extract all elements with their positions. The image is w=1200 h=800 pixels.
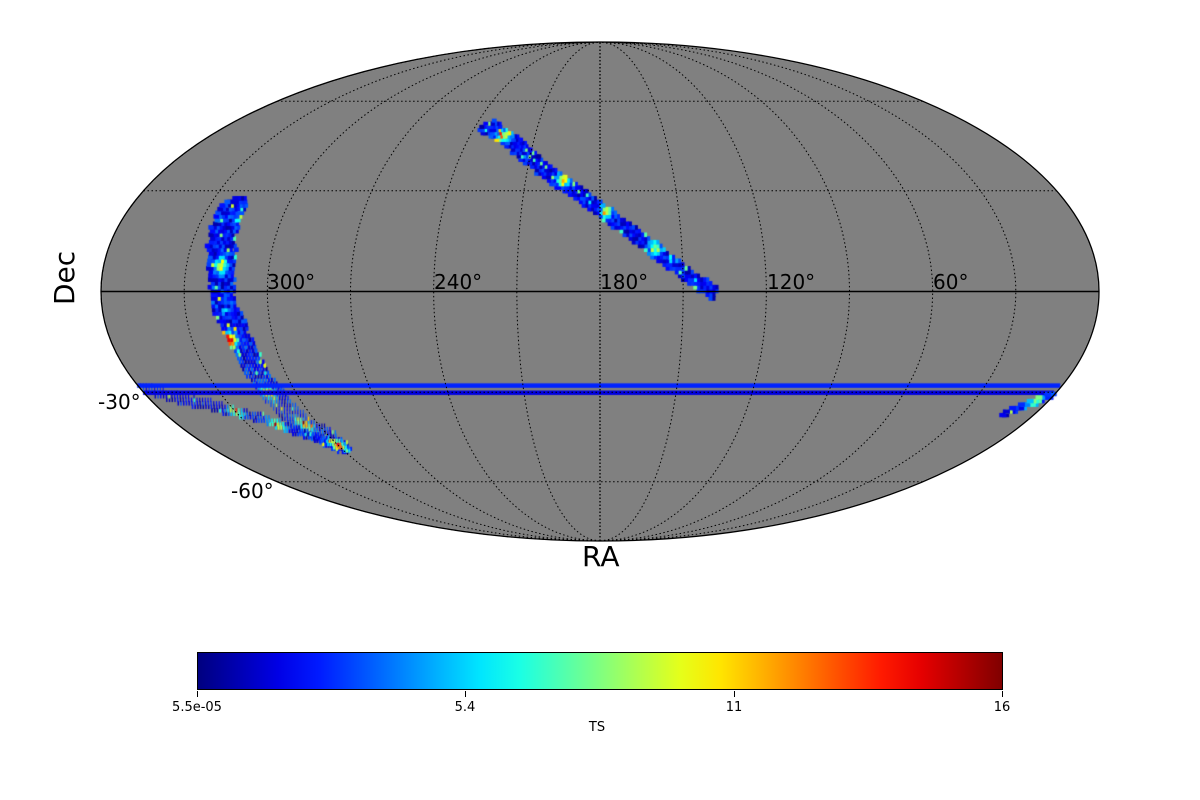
map-outline (100, 41, 1100, 542)
ra-tick-label-240: 240° (434, 270, 483, 294)
meridian-line (266, 41, 601, 542)
colorbar-tick (734, 691, 735, 697)
colorbar-tick-label: 11 (725, 700, 743, 715)
meridian-line (599, 41, 934, 542)
colorbar (197, 652, 1003, 690)
colorbar-tick (197, 691, 198, 697)
colorbar-title: TS (588, 720, 606, 735)
ra-tick-label-300: 300° (267, 270, 316, 294)
x-axis-title: RA (582, 540, 620, 573)
colorbar-tick (465, 691, 466, 697)
y-axis-title: Dec (48, 250, 81, 305)
colorbar-tick-label-min: 5.5e-05 (172, 700, 222, 715)
colorbar-tick-label-max: 16 (993, 700, 1011, 715)
colorbar-tick-label: 5.4 (454, 700, 476, 715)
dec-tick-label-minus60: -60° (231, 479, 274, 503)
ra-tick-label-180: 180° (600, 270, 649, 294)
ra-tick-label-60: 60° (933, 270, 969, 294)
ra-tick-label-120: 120° (767, 270, 816, 294)
meridian-line (599, 41, 767, 542)
meridian-line (433, 41, 601, 542)
colorbar-tick (1002, 691, 1003, 697)
dec-tick-label-minus30: -30° (98, 390, 141, 414)
